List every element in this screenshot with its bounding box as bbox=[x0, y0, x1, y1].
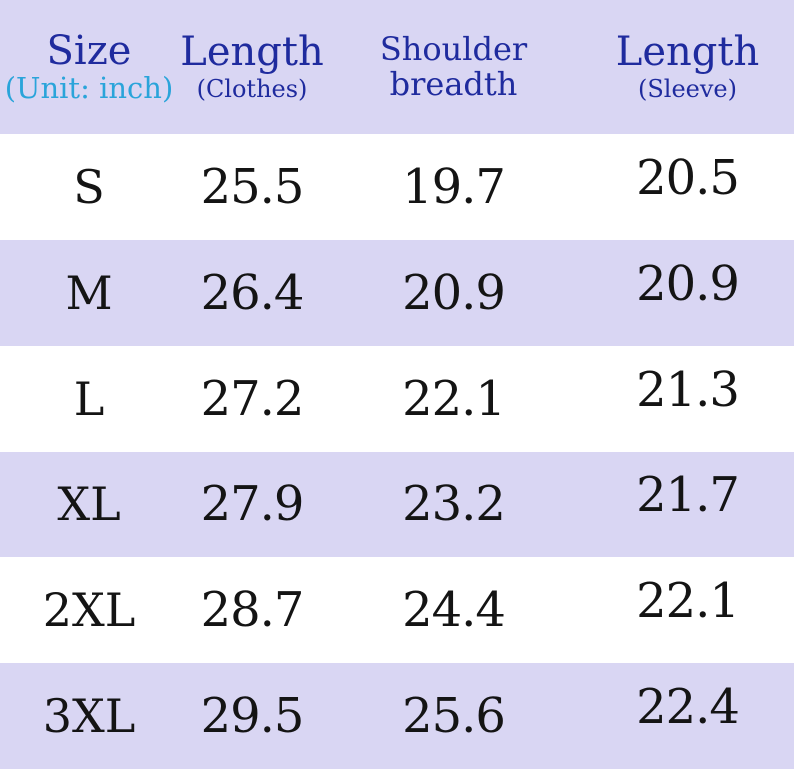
cell-length-sleeve: 20.5 bbox=[581, 150, 794, 215]
header-length-sleeve-title: Length bbox=[615, 29, 760, 76]
cell-length-clothes: 27.2 bbox=[178, 371, 326, 427]
cell-length-sleeve: 20.9 bbox=[581, 256, 794, 321]
value-length-sleeve: 20.5 bbox=[636, 149, 740, 206]
value-length-sleeve: 21.7 bbox=[636, 467, 740, 524]
value-length-sleeve: 22.4 bbox=[636, 679, 740, 736]
cell-length-sleeve: 22.4 bbox=[581, 679, 794, 744]
cell-shoulder-breadth: 24.4 bbox=[326, 582, 581, 638]
cell-shoulder-breadth: 20.9 bbox=[326, 265, 581, 321]
value-length-sleeve: 21.3 bbox=[636, 361, 740, 418]
cell-length-clothes: 28.7 bbox=[178, 582, 326, 638]
value-length-clothes: 29.5 bbox=[200, 688, 305, 745]
table-row-2xl: 2XL 28.7 24.4 22.1 bbox=[0, 557, 794, 664]
cell-length-sleeve: 22.1 bbox=[581, 573, 794, 638]
cell-size: L bbox=[73, 371, 105, 426]
cell-length-clothes: 26.4 bbox=[178, 265, 326, 321]
value-shoulder-breadth: 24.4 bbox=[402, 582, 506, 639]
value-shoulder-breadth: 25.6 bbox=[402, 688, 506, 745]
header-size-title: Size bbox=[46, 27, 132, 74]
value-length-clothes: 27.9 bbox=[200, 476, 305, 533]
table-row-m: M 26.4 20.9 20.9 bbox=[0, 239, 794, 346]
header-length-sleeve-subtitle: (Sleeve) bbox=[637, 74, 737, 103]
header-length-clothes-subtitle: (Clothes) bbox=[196, 74, 308, 103]
header-shoulder-breadth-title: Shoulder breadth bbox=[379, 29, 528, 103]
cell-length-clothes: 29.5 bbox=[178, 688, 326, 744]
cell-length-sleeve: 21.3 bbox=[581, 362, 794, 427]
cell-size: 2XL bbox=[42, 583, 136, 638]
value-shoulder-breadth: 20.9 bbox=[402, 264, 506, 321]
cell-size: 3XL bbox=[42, 689, 136, 744]
table-row-s: S 25.5 19.7 20.5 bbox=[0, 134, 794, 240]
value-shoulder-breadth: 22.1 bbox=[402, 370, 506, 427]
header-length-sleeve: Length (Sleeve) bbox=[581, 31, 794, 102]
header-unit-note: (Unit: inch) bbox=[4, 70, 174, 105]
header-row: Size (Unit: inch) Length (Clothes) Shoul… bbox=[0, 0, 794, 134]
value-shoulder-breadth: 23.2 bbox=[402, 476, 506, 533]
header-shoulder-breadth: Shoulder breadth bbox=[326, 29, 581, 103]
cell-shoulder-breadth: 25.6 bbox=[326, 688, 581, 744]
table-row-l: L 27.2 22.1 21.3 bbox=[0, 345, 794, 452]
header-length-clothes-title: Length bbox=[180, 29, 324, 76]
value-length-clothes: 28.7 bbox=[200, 582, 305, 639]
value-shoulder-breadth: 19.7 bbox=[402, 158, 506, 215]
cell-length-clothes: 27.9 bbox=[178, 476, 326, 532]
value-length-clothes: 27.2 bbox=[200, 370, 305, 427]
cell-shoulder-breadth: 19.7 bbox=[326, 159, 581, 215]
cell-size: M bbox=[65, 265, 113, 320]
value-length-clothes: 26.4 bbox=[200, 264, 305, 321]
header-length-clothes: Length (Clothes) bbox=[178, 31, 326, 102]
value-length-sleeve: 20.9 bbox=[636, 255, 740, 312]
cell-shoulder-breadth: 22.1 bbox=[326, 371, 581, 427]
cell-size: XL bbox=[57, 477, 121, 532]
table-row-3xl: 3XL 29.5 25.6 22.4 bbox=[0, 663, 794, 769]
value-length-clothes: 25.5 bbox=[200, 158, 305, 215]
cell-shoulder-breadth: 23.2 bbox=[326, 476, 581, 532]
cell-length-sleeve: 21.7 bbox=[581, 467, 794, 532]
cell-size: S bbox=[73, 159, 105, 214]
header-size: Size (Unit: inch) bbox=[0, 27, 178, 105]
value-length-sleeve: 22.1 bbox=[636, 573, 740, 630]
table-row-xl: XL 27.9 23.2 21.7 bbox=[0, 451, 794, 558]
cell-length-clothes: 25.5 bbox=[178, 159, 326, 215]
